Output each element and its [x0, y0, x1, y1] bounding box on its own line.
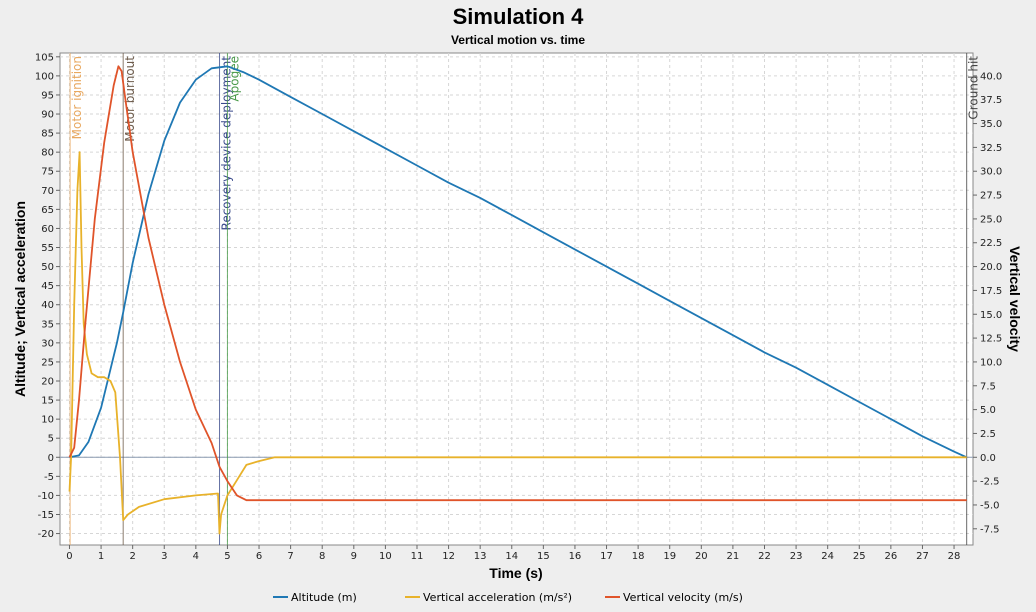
x-tick-label: 18 — [632, 551, 645, 562]
y-left-tick-label: -15 — [38, 510, 54, 521]
x-tick-label: 6 — [256, 551, 262, 562]
event-label: Apogee — [227, 56, 241, 102]
event-label: Motor ignition — [70, 56, 84, 139]
y-right-tick-label: 32.5 — [980, 143, 1002, 154]
y-left-tick-label: -5 — [44, 472, 54, 483]
x-tick-label: 16 — [569, 551, 582, 562]
y-left-tick-label: 80 — [41, 148, 54, 159]
y-right-tick-label: 37.5 — [980, 95, 1002, 106]
y-left-tick-label: 0 — [48, 453, 54, 464]
x-tick-label: 1 — [98, 551, 104, 562]
y-left-tick-label: 5 — [48, 434, 54, 445]
chart-subtitle: Vertical motion vs. time — [451, 33, 585, 47]
y-left-tick-label: 60 — [41, 224, 54, 235]
y-right-tick-label: 30.0 — [980, 167, 1002, 178]
y-right-tick-label: 40.0 — [980, 71, 1002, 82]
event-markers: Motor ignition Motor burnout Recovery devi… — [69, 53, 981, 545]
event-label: Motor burnout — [123, 56, 137, 142]
x-tick-label: 0 — [66, 551, 72, 562]
x-tick-label: 8 — [319, 551, 325, 562]
y-axis-left-title: Altitude; Vertical acceleration — [12, 201, 28, 397]
y-right-tick-label: 25.0 — [980, 214, 1002, 225]
x-tick-label: 25 — [853, 551, 866, 562]
tick-labels: 0 1 2 3 4 5 6 7 8 9 10 11 12 13 14 15 16 17 18 19 20 21 22 23 24… — [35, 52, 1002, 562]
y-right-tick-label: 15.0 — [980, 310, 1002, 321]
x-tick-label: 4 — [193, 551, 199, 562]
y-right-tick-label: 27.5 — [980, 191, 1002, 202]
plot-area — [59, 52, 974, 546]
y-left-tick-label: 30 — [41, 338, 54, 349]
y-right-tick-label: 12.5 — [980, 334, 1002, 345]
x-tick-label: 22 — [758, 551, 771, 562]
x-tick-label: 7 — [287, 551, 293, 562]
x-axis-title: Time (s) — [489, 565, 542, 581]
series-lines — [68, 65, 968, 535]
y-left-tick-label: 105 — [35, 52, 54, 63]
y-left-tick-label: 40 — [41, 300, 54, 311]
x-tick-label: 5 — [224, 551, 230, 562]
x-tick-label: 20 — [695, 551, 708, 562]
x-tick-label: 13 — [474, 551, 487, 562]
event-label: Recovery device deployment — [220, 56, 234, 231]
x-tick-label: 26 — [884, 551, 897, 562]
series-line — [68, 151, 967, 535]
y-left-tick-label: 70 — [41, 186, 54, 197]
y-left-tick-label: 95 — [41, 90, 54, 101]
x-tick-label: 2 — [129, 551, 135, 562]
y-right-tick-label: -5.0 — [980, 500, 1000, 511]
series-line — [69, 65, 968, 459]
y-right-tick-label: 10.0 — [980, 357, 1002, 368]
y-right-tick-label: 22.5 — [980, 238, 1002, 249]
y-right-tick-label: 0.0 — [980, 453, 996, 464]
y-left-tick-label: 10 — [41, 415, 54, 426]
x-tick-label: 19 — [663, 551, 676, 562]
grid — [60, 53, 973, 545]
x-tick-label: 12 — [442, 551, 455, 562]
y-right-tick-label: 20.0 — [980, 262, 1002, 273]
y-right-tick-label: 2.5 — [980, 429, 996, 440]
y-left-tick-label: 65 — [41, 205, 54, 216]
x-tick-label: 3 — [161, 551, 167, 562]
y-right-tick-label: 35.0 — [980, 119, 1002, 130]
y-left-tick-label: 75 — [41, 167, 54, 178]
y-left-tick-label: 85 — [41, 129, 54, 140]
y-left-tick-label: 100 — [35, 71, 54, 82]
series-line — [68, 65, 967, 502]
y-right-tick-label: 7.5 — [980, 381, 996, 392]
event-label: Ground hit — [967, 56, 981, 120]
y-left-tick-label: 90 — [41, 110, 54, 121]
legend-label: Vertical velocity (m/s) — [623, 591, 743, 604]
y-axis-right-title: Vertical velocity — [1007, 246, 1023, 352]
y-left-tick-label: 20 — [41, 377, 54, 388]
y-left-tick-label: 35 — [41, 319, 54, 330]
y-left-tick-label: 25 — [41, 357, 54, 368]
x-tick-label: 24 — [821, 551, 834, 562]
x-tick-label: 17 — [600, 551, 613, 562]
y-left-tick-label: 45 — [41, 281, 54, 292]
x-tick-label: 23 — [790, 551, 803, 562]
chart-title: Simulation 4 — [453, 4, 585, 29]
y-left-tick-label: -10 — [38, 491, 54, 502]
legend-label: Altitude (m) — [291, 591, 357, 604]
y-left-tick-label: 55 — [41, 243, 54, 254]
x-tick-label: 10 — [379, 551, 392, 562]
x-tick-label: 27 — [916, 551, 929, 562]
y-left-tick-label: 50 — [41, 262, 54, 273]
x-tick-label: 28 — [948, 551, 961, 562]
y-right-tick-label: 17.5 — [980, 286, 1002, 297]
y-right-tick-label: -7.5 — [980, 524, 1000, 535]
legend-label: Vertical acceleration (m/s²) — [423, 591, 572, 604]
legend: Altitude (m) Vertical acceleration (m/s²)… — [273, 591, 743, 604]
x-tick-label: 9 — [351, 551, 357, 562]
x-tick-label: 21 — [727, 551, 740, 562]
x-tick-label: 11 — [411, 551, 424, 562]
y-right-tick-label: -2.5 — [980, 477, 1000, 488]
y-left-tick-label: -20 — [38, 529, 54, 540]
x-tick-label: 15 — [537, 551, 550, 562]
x-tick-label: 14 — [505, 551, 518, 562]
y-right-tick-label: 5.0 — [980, 405, 996, 416]
y-left-tick-label: 15 — [41, 396, 54, 407]
